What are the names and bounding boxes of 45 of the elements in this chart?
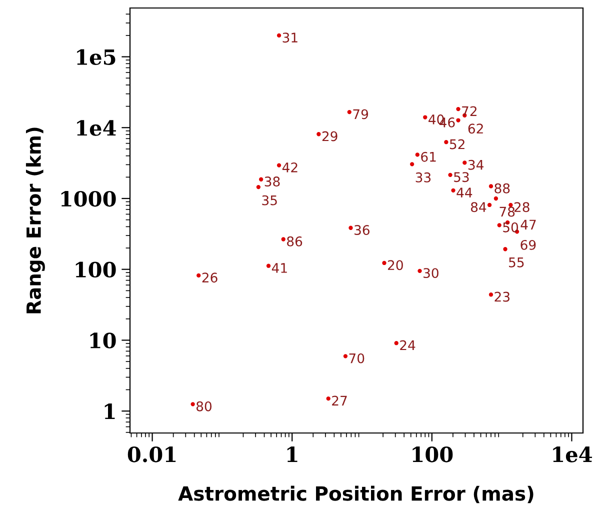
x-tick-label: 0.01 — [128, 446, 176, 462]
annotation: 55 — [509, 258, 524, 268]
y-axis-title: Range Error (km) — [26, 128, 45, 314]
annotation: 34 — [468, 160, 484, 170]
annotation: 33 — [416, 172, 431, 182]
y-tick-label: 100 — [76, 262, 116, 278]
annotation: 36 — [354, 225, 370, 235]
y-tick-label: 1e5 — [77, 49, 116, 65]
y-tick-label: 1 — [104, 404, 115, 419]
annotation: 38 — [264, 176, 280, 187]
annotation: 84 — [470, 202, 486, 212]
annotation: 42 — [282, 162, 298, 172]
annotation: 62 — [468, 124, 483, 134]
annotation: 61 — [421, 152, 436, 162]
annotation: 47 — [520, 220, 536, 230]
annotation: 86 — [287, 236, 302, 246]
annotation: 78 — [500, 206, 515, 217]
annotation: 50 — [503, 222, 518, 232]
y-tick-label: 10 — [90, 332, 116, 348]
annotation: 30 — [424, 268, 438, 278]
annotation: 29 — [322, 131, 338, 142]
annotation: 23 — [494, 292, 510, 302]
annotation: 52 — [450, 139, 464, 150]
annotation: 24 — [400, 340, 416, 350]
annotation: 27 — [332, 396, 347, 406]
annotation: 28 — [514, 202, 530, 212]
x-axis-title: Astrometric Position Error (mas) — [178, 486, 534, 504]
annotation: 41 — [272, 263, 287, 273]
annotation: 35 — [262, 195, 277, 206]
annotation: 20 — [388, 260, 403, 270]
annotation: 26 — [202, 272, 218, 283]
annotation: 88 — [494, 183, 510, 194]
y-tick-label: 1e4 — [77, 120, 116, 136]
annotation: 53 — [454, 172, 469, 182]
annotation: 79 — [353, 109, 368, 120]
x-tick-label: 1e4 — [553, 446, 592, 462]
annotation: 31 — [282, 32, 298, 43]
x-tick-label: 1 — [287, 446, 298, 462]
annotation: 44 — [456, 188, 472, 198]
x-tick-label: 100 — [412, 446, 453, 462]
annotation: 70 — [349, 353, 364, 364]
y-tick-label: 1000 — [61, 190, 116, 207]
annotation: 69 — [520, 240, 536, 250]
annotation: 72 — [462, 106, 476, 116]
annotation: 80 — [196, 401, 212, 412]
